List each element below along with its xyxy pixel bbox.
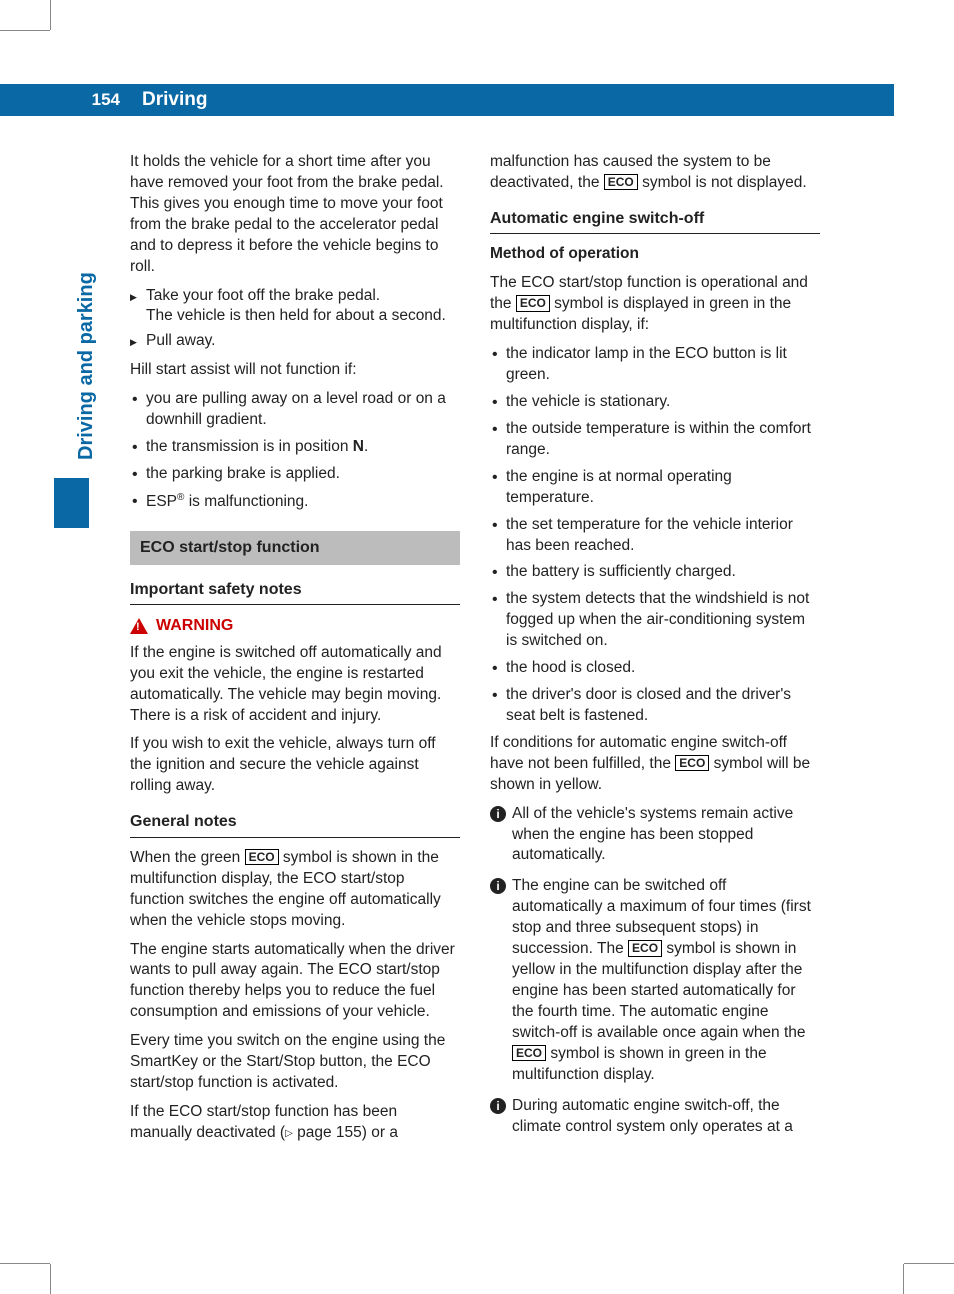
step-1-text: Take your foot off the brake pedal. — [146, 287, 380, 304]
method-p1: The ECO start/stop function is operation… — [490, 273, 820, 336]
list-item: the battery is sufficiently charged. — [506, 562, 820, 583]
column-right: malfunction has caused the system to be … — [490, 152, 820, 1147]
list-item: the engine is at normal operating temper… — [506, 467, 820, 509]
list-item: you are pulling away on a level road or … — [146, 389, 460, 431]
eco-symbol: ECO — [512, 1045, 546, 1061]
page-header: 154 Driving — [0, 84, 894, 116]
info-icon: i — [490, 806, 506, 822]
eco-symbol: ECO — [604, 174, 638, 190]
step-2: Pull away. — [130, 331, 460, 352]
warning-icon — [130, 618, 148, 634]
list-item: the vehicle is stationary. — [506, 392, 820, 413]
general-p3: Every time you switch on the engine usin… — [130, 1031, 460, 1094]
list-item: the parking brake is applied. — [146, 464, 460, 485]
warning-heading: WARNING — [130, 615, 460, 637]
crop-mark — [50, 0, 51, 30]
eco-symbol: ECO — [516, 295, 550, 311]
list-item: the indicator lamp in the ECO button is … — [506, 344, 820, 386]
page-title: Driving — [130, 89, 207, 111]
info-icon: i — [490, 1098, 506, 1114]
eco-symbol: ECO — [675, 755, 709, 771]
info-note-1: i All of the vehicle's systems remain ac… — [490, 804, 820, 867]
list-item: the hood is closed. — [506, 658, 820, 679]
list-item: the set temperature for the vehicle inte… — [506, 515, 820, 557]
crop-mark — [0, 1263, 50, 1264]
general-p4: If the ECO start/stop function has been … — [130, 1102, 460, 1144]
crop-mark — [0, 30, 50, 31]
conditions-after: If conditions for automatic engine switc… — [490, 733, 820, 796]
list-item: the system detects that the windshield i… — [506, 589, 820, 652]
step-1-note: The vehicle is then held for about a sec… — [146, 307, 446, 324]
list-item: ESP® is malfunctioning. — [146, 491, 460, 513]
sub-heading-method: Method of operation — [490, 244, 820, 265]
hill-list: you are pulling away on a level road or … — [130, 389, 460, 513]
intro-paragraph: It holds the vehicle for a short time af… — [130, 152, 460, 278]
continuation: malfunction has caused the system to be … — [490, 152, 820, 194]
conditions-list: the indicator lamp in the ECO button is … — [490, 344, 820, 727]
side-tab-block — [54, 478, 89, 528]
general-p1: When the green ECO symbol is shown in th… — [130, 848, 460, 932]
hill-intro: Hill start assist will not function if: — [130, 360, 460, 381]
general-p2: The engine starts automatically when the… — [130, 940, 460, 1024]
crop-mark — [904, 1263, 954, 1264]
warning-label: WARNING — [156, 615, 233, 637]
sub-heading-auto-off: Automatic engine switch-off — [490, 208, 820, 235]
step-1: Take your foot off the brake pedal. The … — [130, 286, 460, 328]
xref-icon: ▷ — [285, 1128, 293, 1139]
column-left: It holds the vehicle for a short time af… — [130, 152, 460, 1152]
info-note-3: i During automatic engine switch-off, th… — [490, 1096, 820, 1138]
sub-heading-general: General notes — [130, 811, 460, 838]
list-item: the transmission is in position N. — [146, 437, 460, 458]
page-number: 154 — [0, 90, 130, 110]
crop-mark — [50, 1264, 51, 1294]
eco-symbol: ECO — [628, 940, 662, 956]
info-icon: i — [490, 878, 506, 894]
info-note-2: i The engine can be switched off automat… — [490, 876, 820, 1085]
warning-p2: If you wish to exit the vehicle, always … — [130, 734, 460, 797]
list-item: the outside temperature is within the co… — [506, 419, 820, 461]
section-heading-eco: ECO start/stop function — [130, 531, 460, 565]
crop-mark — [903, 1264, 904, 1294]
warning-p1: If the engine is switched off automatica… — [130, 643, 460, 727]
side-tab: Driving and parking — [55, 250, 95, 510]
list-item: the driver's door is closed and the driv… — [506, 685, 820, 727]
eco-symbol: ECO — [245, 849, 279, 865]
page: 154 Driving Driving and parking It holds… — [0, 0, 954, 1294]
side-tab-label: Driving and parking — [75, 272, 98, 460]
sub-heading-safety: Important safety notes — [130, 579, 460, 606]
